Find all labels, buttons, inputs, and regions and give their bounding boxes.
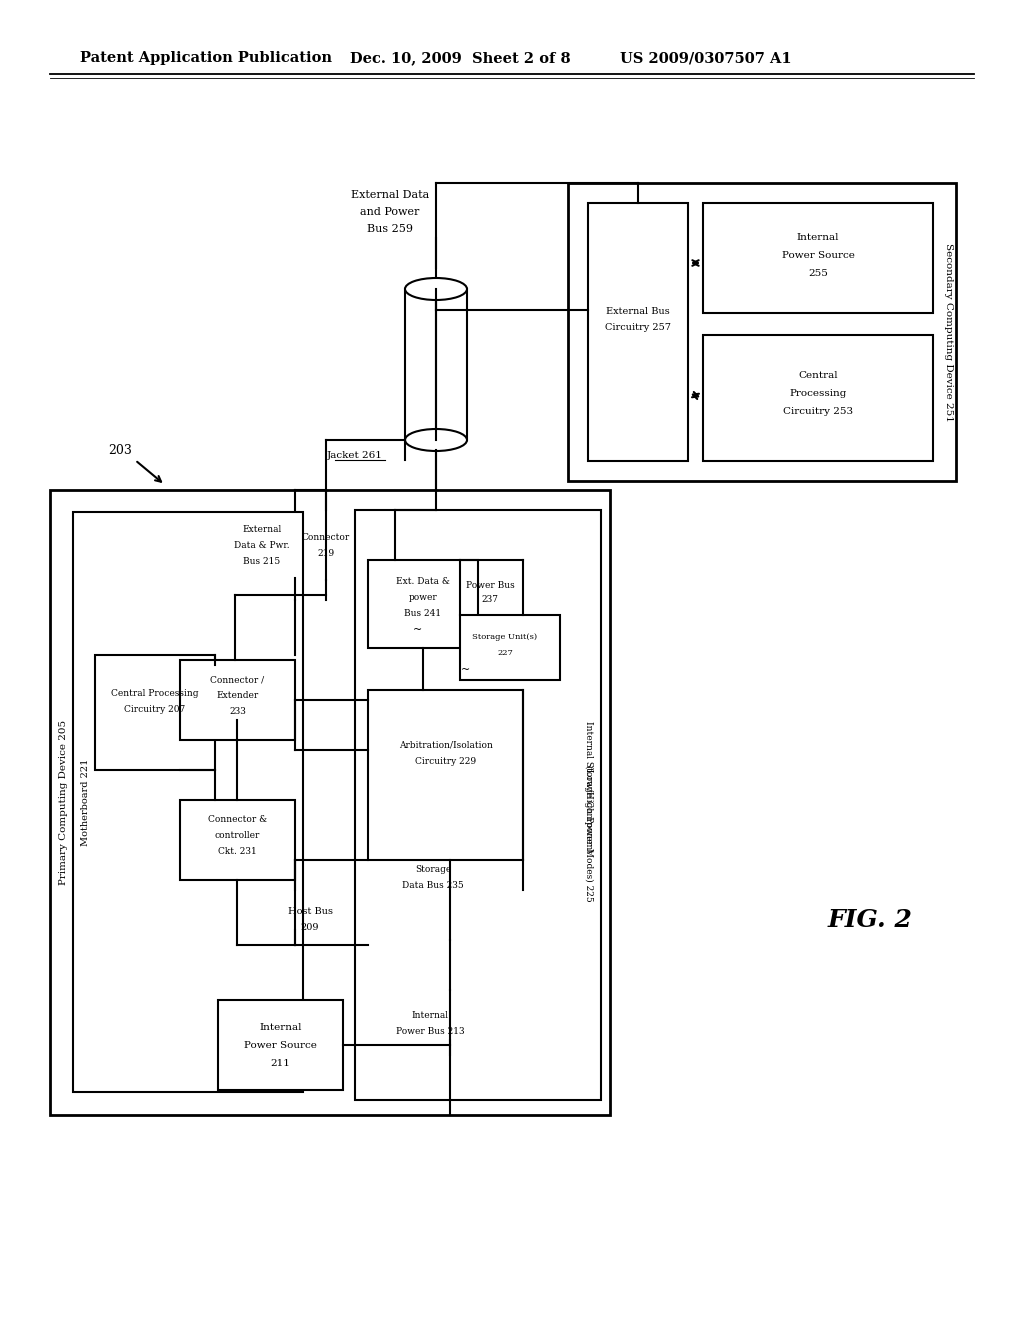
Bar xyxy=(568,183,956,480)
Text: 209: 209 xyxy=(301,924,319,932)
Text: Dec. 10, 2009  Sheet 2 of 8: Dec. 10, 2009 Sheet 2 of 8 xyxy=(350,51,570,65)
Text: 233: 233 xyxy=(229,708,246,717)
Text: Bus 215: Bus 215 xyxy=(244,557,281,566)
Bar xyxy=(355,510,601,1100)
Bar xyxy=(368,560,478,648)
Text: controller: controller xyxy=(215,832,260,841)
Text: Power Bus 213: Power Bus 213 xyxy=(395,1027,464,1035)
Text: Data & Pwr.: Data & Pwr. xyxy=(234,541,290,550)
Text: Internal Storage Component: Internal Storage Component xyxy=(585,721,594,853)
Text: Ext. Data &: Ext. Data & xyxy=(396,578,450,586)
Text: Internal: Internal xyxy=(259,1023,302,1032)
Text: External Data: External Data xyxy=(351,190,429,201)
Text: US 2009/0307507 A1: US 2009/0307507 A1 xyxy=(620,51,792,65)
Text: Connector /: Connector / xyxy=(211,676,264,685)
Bar xyxy=(368,690,523,861)
Text: Circuitry 253: Circuitry 253 xyxy=(783,407,853,416)
Text: 227: 227 xyxy=(497,649,513,657)
Bar xyxy=(50,490,610,1115)
Text: Motherboard 221: Motherboard 221 xyxy=(82,758,90,846)
Text: 219: 219 xyxy=(317,549,335,558)
Text: Storage Unit(s): Storage Unit(s) xyxy=(472,634,538,642)
Text: ~: ~ xyxy=(414,624,423,635)
Text: and Power: and Power xyxy=(360,207,420,216)
Text: 203: 203 xyxy=(108,444,132,457)
Text: Arbitration/Isolation: Arbitration/Isolation xyxy=(398,741,493,750)
Text: Primary Computing Device 205: Primary Computing Device 205 xyxy=(58,719,68,886)
Text: Power Source: Power Source xyxy=(781,251,854,260)
Text: Data Bus 235: Data Bus 235 xyxy=(402,882,464,891)
Text: power: power xyxy=(409,594,437,602)
Bar xyxy=(406,289,467,440)
Bar xyxy=(73,512,303,1092)
Bar xyxy=(180,660,295,741)
Bar xyxy=(180,800,295,880)
Ellipse shape xyxy=(406,279,467,300)
Bar xyxy=(703,335,933,461)
Text: Circuitry 207: Circuitry 207 xyxy=(124,705,185,714)
Bar xyxy=(703,203,933,313)
Text: Processing: Processing xyxy=(790,388,847,397)
Text: Connector &: Connector & xyxy=(208,816,267,825)
Text: (Low/High Power Modes) 225: (Low/High Power Modes) 225 xyxy=(585,764,594,902)
Text: Connector: Connector xyxy=(302,533,350,543)
Text: Power Bus: Power Bus xyxy=(466,581,514,590)
Text: Secondary Computing Device 251: Secondary Computing Device 251 xyxy=(943,243,952,421)
Text: Jacket 261: Jacket 261 xyxy=(327,450,383,459)
Text: External: External xyxy=(243,525,282,535)
Bar xyxy=(218,1001,343,1090)
Text: Host Bus: Host Bus xyxy=(288,908,333,916)
Text: Bus 241: Bus 241 xyxy=(404,610,441,619)
Text: Patent Application Publication: Patent Application Publication xyxy=(80,51,332,65)
Text: Circuitry 229: Circuitry 229 xyxy=(415,758,476,767)
Ellipse shape xyxy=(406,429,467,451)
Text: External Bus: External Bus xyxy=(606,308,670,317)
Text: 237: 237 xyxy=(481,595,499,605)
Text: Central: Central xyxy=(798,371,838,380)
Text: Central Processing: Central Processing xyxy=(112,689,199,697)
Text: Internal: Internal xyxy=(797,234,840,243)
Text: Power Source: Power Source xyxy=(244,1041,317,1051)
Text: Storage: Storage xyxy=(415,866,452,874)
Text: FIG. 2: FIG. 2 xyxy=(827,908,912,932)
Text: ~: ~ xyxy=(461,665,470,675)
Text: Ckt. 231: Ckt. 231 xyxy=(218,847,257,857)
Text: Bus 259: Bus 259 xyxy=(367,224,413,234)
Text: 211: 211 xyxy=(270,1060,291,1068)
Text: 255: 255 xyxy=(808,268,828,277)
Bar xyxy=(588,203,688,461)
Text: Circuitry 257: Circuitry 257 xyxy=(605,322,671,331)
Text: Extender: Extender xyxy=(216,692,259,701)
Bar xyxy=(460,615,560,680)
Bar xyxy=(95,655,215,770)
Text: Internal: Internal xyxy=(412,1011,449,1019)
